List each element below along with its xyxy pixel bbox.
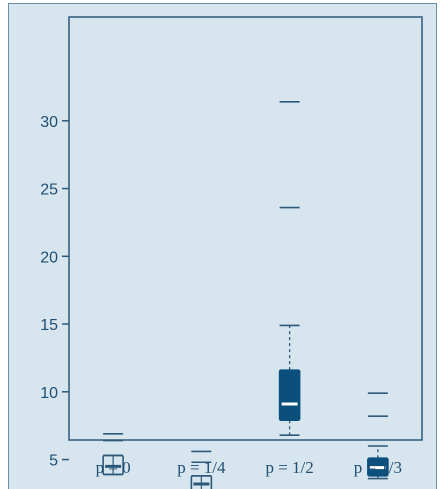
y-tick-label: 5 [49,453,58,470]
x-tick-label: p = 1/2 [265,458,313,477]
y-tick-label: 10 [40,385,58,402]
y-tick-label: 15 [40,317,58,334]
x-tick-label: p = 1/3 [354,458,402,477]
box-1 [102,433,124,476]
y-tick-label: 20 [40,249,58,266]
x-axis: p = 0 p = 1/4 p = 1/2 p = 1/3 [96,458,402,477]
plot-area [68,16,423,441]
x-tick-label: p = 0 [96,458,131,477]
boxes [102,101,389,489]
x-tick-label: p = 1/4 [177,458,226,477]
box-3 [278,101,301,436]
y-tick-label: 30 [40,114,58,131]
y-axis: 5 10 15 20 25 30 [40,114,69,470]
box-2 [190,450,213,489]
box-4 [367,392,389,480]
chart-panel [8,3,437,489]
y-tick-label: 25 [40,182,58,199]
box-body [278,369,301,422]
